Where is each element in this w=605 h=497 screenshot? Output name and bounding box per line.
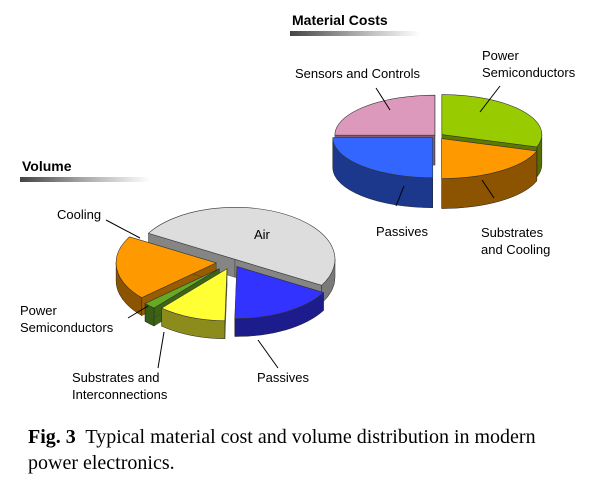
volume-pie — [115, 207, 336, 340]
figure-caption: Fig. 3 Typical material cost and volume … — [28, 424, 588, 476]
volume-labels: Air Cooling Power Semiconductors Substra… — [20, 207, 310, 402]
label-substrates-and-interconnections-line1: Substrates and — [72, 370, 159, 385]
pie-slice-power-semiconductors — [144, 268, 220, 309]
leader-passives-costs — [395, 185, 405, 207]
label-substrates-and-cooling-line1: Substrates — [481, 225, 544, 240]
material-costs-labels: Sensors and Controls Power Semiconductor… — [295, 48, 576, 257]
material-costs-pie — [332, 94, 543, 209]
leader-cooling — [105, 219, 141, 239]
label-cooling: Cooling — [57, 207, 101, 222]
material-costs-title: Material Costs — [292, 12, 388, 28]
leader-power-semiconductors-volume — [127, 305, 149, 319]
leader-power-semiconductors — [479, 85, 501, 113]
label-passives-volume: Passives — [257, 370, 310, 385]
label-substrates-and-cooling-line2: and Cooling — [481, 242, 550, 257]
pie-slice-passives — [332, 137, 434, 178]
volume-title-underline — [20, 177, 150, 182]
material-costs-title-underline — [290, 31, 420, 36]
pie-slice-power-semiconductors — [441, 94, 543, 148]
figure-caption-text: Typical material cost and volume distrib… — [28, 426, 536, 474]
label-power-semiconductors-line1: Power — [482, 48, 520, 63]
pie-slice-sensors-and-controls — [334, 94, 436, 136]
label-power-semiconductors-line2: Semiconductors — [482, 65, 576, 80]
label-power-semiconductors-volume-line1: Power — [20, 303, 58, 318]
label-power-semiconductors-volume-line2: Semiconductors — [20, 320, 114, 335]
pie-slice-air — [147, 207, 336, 286]
figure-caption-label: Fig. 3 — [28, 426, 76, 448]
leader-substrates-and-cooling — [481, 179, 495, 199]
leader-sensors-and-controls — [375, 87, 391, 111]
volume-leaders — [105, 219, 279, 369]
label-air: Air — [254, 227, 271, 242]
label-sensors-and-controls: Sensors and Controls — [295, 66, 421, 81]
pie-slice-substrates-and-cooling — [441, 138, 538, 179]
label-passives-costs: Passives — [376, 224, 429, 239]
volume-chart: Volume Air Cooling Power Semiconductors … — [20, 158, 336, 402]
volume-title: Volume — [22, 158, 72, 174]
pie-slice-passives — [234, 266, 325, 319]
material-costs-chart: Material Costs Sensors and Controls Powe… — [290, 12, 576, 257]
leader-passives-volume — [257, 339, 279, 369]
material-costs-leaders — [375, 85, 501, 207]
leader-substrates-and-interconnections — [157, 331, 165, 369]
label-substrates-and-interconnections-line2: Interconnections — [72, 387, 168, 402]
pie-slice-cooling — [115, 236, 217, 299]
pie-slice-substrates-and-interconnections — [160, 268, 228, 322]
